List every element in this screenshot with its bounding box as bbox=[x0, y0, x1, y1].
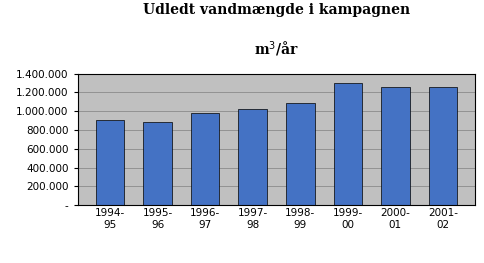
Bar bbox=[286, 103, 314, 205]
Text: Udledt vandmængde i kampagnen: Udledt vandmængde i kampagnen bbox=[143, 3, 409, 17]
Bar bbox=[143, 122, 171, 205]
Bar bbox=[428, 87, 456, 205]
Bar bbox=[238, 109, 266, 205]
Bar bbox=[333, 83, 362, 205]
Bar bbox=[95, 120, 124, 205]
Bar bbox=[190, 113, 219, 205]
Text: m$^3$/år: m$^3$/år bbox=[254, 39, 298, 59]
Bar bbox=[380, 87, 409, 205]
